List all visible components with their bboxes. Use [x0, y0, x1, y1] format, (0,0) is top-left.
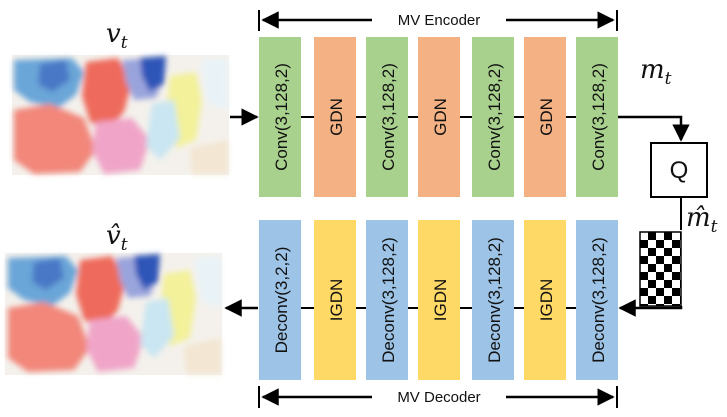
decoder-block-deconv: Deconv(3,2,2)	[259, 220, 301, 380]
encoder-block-label: Conv(3,128,2)	[272, 63, 291, 171]
output-symbol: v̂t	[106, 221, 128, 255]
encoder-block-conv: Conv(3,128,2)	[472, 37, 514, 197]
decoder-block-label: Deconv(3,128,2)	[485, 237, 504, 363]
encoder-block-label: Conv(3,128,2)	[485, 63, 504, 171]
decoder-block-label: IGDN	[537, 279, 556, 322]
quantized-latent-grid	[639, 231, 682, 307]
encoder-block-label: GDN	[537, 98, 556, 136]
output-flow-image	[5, 253, 222, 375]
encoder-block-conv: Conv(3,128,2)	[576, 37, 618, 197]
decoder-blocks: Deconv(3,2,2) IGDN Deconv(3,128,2) IGDN …	[259, 220, 618, 380]
encoder-block-label: GDN	[431, 98, 450, 136]
encoder-block-label: Conv(3,128,2)	[589, 63, 608, 171]
encoder-title: MV Encoder	[398, 12, 481, 29]
encoder-block-conv: Conv(3,128,2)	[259, 37, 301, 197]
decoder-block-label: Deconv(3,128,2)	[379, 237, 398, 363]
quantizer-box: Q	[650, 142, 708, 198]
quantizer-label: Q	[670, 157, 689, 184]
input-flow-image	[12, 55, 229, 175]
decoder-block-deconv: Deconv(3,128,2)	[576, 220, 618, 380]
decoder-input-arrow	[618, 299, 683, 317]
decoder-block-igdn: IGDN	[314, 220, 356, 380]
decoder-block-label: Deconv(3,128,2)	[589, 237, 608, 363]
encoder-block-conv: Conv(3,128,2)	[366, 37, 408, 197]
decoder-block-label: IGDN	[431, 279, 450, 322]
decoder-block-deconv: Deconv(3,128,2)	[472, 220, 514, 380]
decoder-block-igdn: IGDN	[524, 220, 566, 380]
encoder-span-bracket	[258, 10, 618, 31]
input-symbol: vt	[106, 19, 128, 53]
encoder-blocks: Conv(3,128,2) GDN Conv(3,128,2) GDN Conv…	[259, 37, 618, 197]
encoder-block-gdn: GDN	[314, 37, 356, 197]
quantized-symbol: m̂t	[686, 203, 718, 237]
decoder-block-label: IGDN	[327, 279, 346, 322]
decoder-title: MV Decoder	[397, 389, 480, 406]
decoder-block-igdn: IGDN	[418, 220, 460, 380]
encoder-block-gdn: GDN	[524, 37, 566, 197]
encoder-block-label: Conv(3,128,2)	[379, 63, 398, 171]
encoder-block-gdn: GDN	[418, 37, 460, 197]
decoder-block-deconv: Deconv(3,128,2)	[366, 220, 408, 380]
encoder-block-label: GDN	[327, 98, 346, 136]
latent-symbol: mt	[640, 55, 672, 89]
decoder-span-bracket	[258, 386, 618, 408]
latent-arrow	[618, 115, 690, 142]
decoder-block-label: Deconv(3,2,2)	[272, 247, 291, 354]
